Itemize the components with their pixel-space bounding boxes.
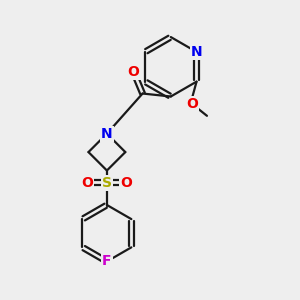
Text: O: O [128,65,140,79]
Text: S: S [102,176,112,190]
Text: N: N [191,45,203,59]
Text: N: N [101,127,113,141]
Text: F: F [102,254,112,268]
Text: O: O [186,97,198,111]
Text: O: O [82,176,94,190]
Text: O: O [120,176,132,190]
